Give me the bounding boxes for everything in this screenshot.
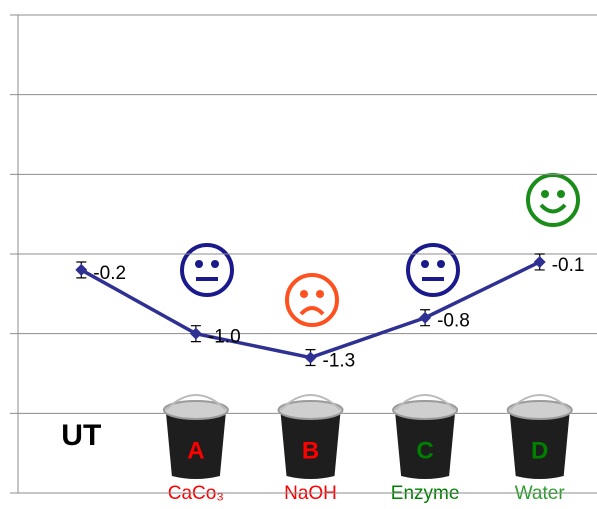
bucket-body <box>165 412 226 479</box>
category-label: NaOH <box>284 483 337 504</box>
bucket-label: A <box>187 437 204 464</box>
marker <box>419 311 432 324</box>
bucket-handle <box>508 394 571 411</box>
category-label: Enzyme <box>391 483 460 504</box>
neutral-face <box>406 243 460 297</box>
marker <box>304 351 317 364</box>
data-label: -1.0 <box>208 327 241 348</box>
data-label: -0.8 <box>437 311 470 332</box>
bucket-handle <box>165 394 227 411</box>
plot: UT A CaCo₃ B NaOH C Enzyme D Water -0.2 -1.0 -1.3 -0… <box>10 14 597 504</box>
marker <box>189 327 202 340</box>
bucket-body <box>395 412 456 479</box>
neutral-face <box>180 243 234 297</box>
bucket-handle <box>394 394 456 411</box>
bucket-rim <box>392 400 459 420</box>
data-label: -0.2 <box>93 263 126 284</box>
bucket-rim <box>162 400 229 420</box>
data-label: -1.3 <box>323 351 356 372</box>
bucket-label: B <box>302 437 319 464</box>
sad-face <box>285 273 339 327</box>
category-label: UT <box>61 419 101 452</box>
category-label: CaCo₃ <box>168 483 224 504</box>
data-label: -0.1 <box>552 255 585 276</box>
bucket-handle <box>279 394 342 411</box>
category-label: Water <box>515 483 566 504</box>
bucket-rim <box>506 400 573 420</box>
bucket-label: C <box>416 437 433 464</box>
bucket-rim <box>277 400 344 420</box>
bucket-label: D <box>531 437 548 464</box>
bucket-body <box>509 412 570 479</box>
happy-face <box>526 173 580 227</box>
bucket-body <box>280 412 341 479</box>
marker <box>533 255 546 268</box>
marker <box>75 263 88 276</box>
